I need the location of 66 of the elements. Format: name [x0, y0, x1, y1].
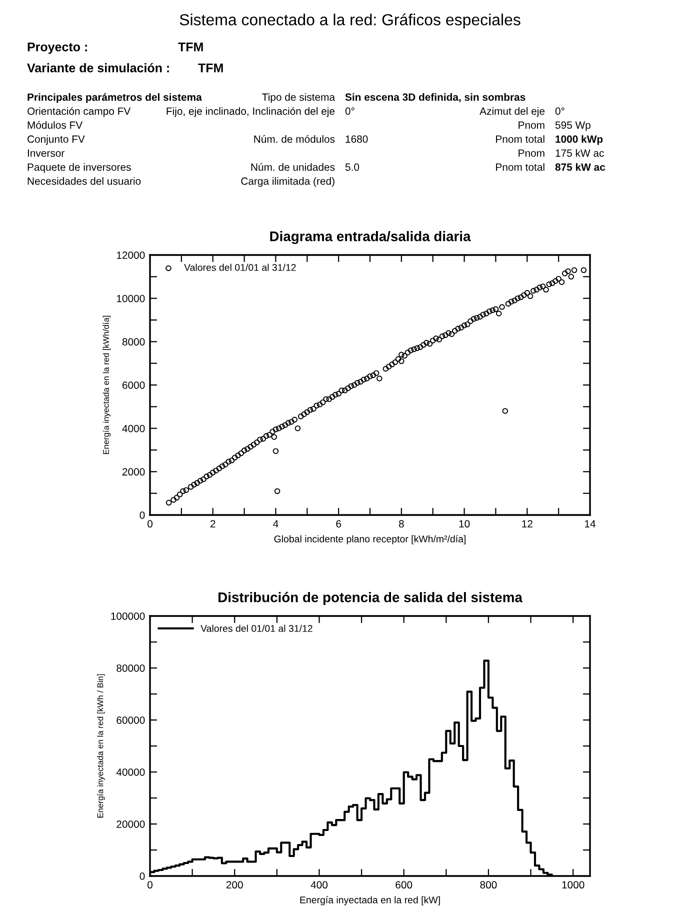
- text: Pnom total: [496, 163, 544, 171]
- legend-label: Valores del 01/01 al 31/12: [200, 624, 312, 632]
- x-tick-label: 200: [226, 881, 243, 889]
- text: Núm. de unidades: [251, 163, 335, 171]
- text: 595 Wp: [555, 121, 590, 131]
- x-axis-title: Energía inyectada en la red [kW]: [300, 896, 440, 906]
- text: Pnom: [518, 150, 544, 157]
- text: Proyecto :: [28, 42, 87, 54]
- text: 175 kW ac: [556, 149, 604, 157]
- y-tick-label: 20000: [116, 820, 145, 828]
- text: Orientación campo FV: [27, 107, 131, 117]
- text: Variante de simulación :: [27, 63, 169, 72]
- text: Necesidades del usuario: [28, 177, 141, 185]
- text: 0°: [555, 107, 564, 115]
- y-tick-label: 0: [140, 872, 145, 880]
- text: 5.0: [345, 163, 360, 171]
- text: Núm. de módulos: [254, 135, 335, 143]
- y-axis-title: Energía inyectada en la red [kWh / Bin]: [96, 674, 105, 818]
- chart-title: Distribución de potencia de salida del sistema: [218, 592, 523, 605]
- y-tick-label: 80000: [116, 664, 145, 672]
- text: Pnom: [518, 122, 544, 129]
- x-tick-label: 0: [148, 520, 152, 528]
- x-tick-label: 400: [310, 881, 328, 889]
- x-axis-title: Global incidente plano receptor [kWh/m²/día]: [274, 535, 466, 544]
- text: Sin escena 3D definida, sin sombras: [345, 93, 526, 102]
- y-tick-label: 12000: [116, 252, 145, 259]
- x-tick-label: 600: [396, 881, 412, 889]
- x-tick-label: 6: [336, 520, 342, 528]
- text: 1680: [346, 135, 368, 143]
- x-tick-label: 2: [210, 520, 216, 528]
- text: 1000 kWp: [556, 135, 603, 145]
- text: Módulos FV: [28, 121, 83, 129]
- x-tick-label: 800: [480, 881, 497, 889]
- text: Carga ilimitada (red): [241, 177, 334, 187]
- text: Principales parámetros del sistema: [28, 93, 202, 103]
- text: Conjunto FV: [28, 135, 85, 145]
- x-tick-label: 10: [459, 520, 470, 528]
- y-tick-label: 2000: [122, 468, 145, 476]
- text: TFM: [198, 64, 223, 72]
- text: Fijo, eje inclinado, Inclinación del eje: [166, 107, 335, 117]
- text: Azimut del eje: [480, 107, 545, 117]
- chart-title: Diagrama entrada/salida diaria: [270, 231, 471, 244]
- legend-label: Valores del 01/01 al 31/12: [184, 264, 296, 271]
- text: 0°: [345, 107, 354, 115]
- x-tick-label: 1000: [562, 881, 584, 889]
- x-tick-label: 14: [585, 520, 596, 528]
- x-tick-label: 8: [398, 520, 404, 528]
- text: TFM: [178, 42, 203, 52]
- y-tick-label: 0: [140, 512, 145, 519]
- y-tick-label: 100000: [111, 612, 145, 620]
- text: 875 kW ac: [555, 163, 606, 171]
- text: Inversor: [28, 150, 64, 157]
- y-tick-label: 60000: [116, 716, 145, 724]
- x-tick-label: 0: [148, 881, 152, 889]
- text: Paquete de inversores: [28, 163, 131, 173]
- x-tick-label: 4: [273, 520, 278, 528]
- x-tick-label: 12: [522, 520, 532, 528]
- y-tick-label: 8000: [122, 338, 145, 346]
- y-tick-label: 40000: [116, 768, 145, 776]
- text: Tipo de sistema: [262, 93, 336, 103]
- y-tick-label: 10000: [116, 294, 145, 302]
- y-tick-label: 4000: [122, 424, 145, 432]
- y-tick-label: 6000: [122, 382, 145, 389]
- y-axis-title: Energía inyectada en la red [kWh/día]: [102, 316, 111, 454]
- text: Sistema conectado a la red: Gráficos especiales: [180, 13, 520, 29]
- text: Pnom total: [496, 135, 544, 143]
